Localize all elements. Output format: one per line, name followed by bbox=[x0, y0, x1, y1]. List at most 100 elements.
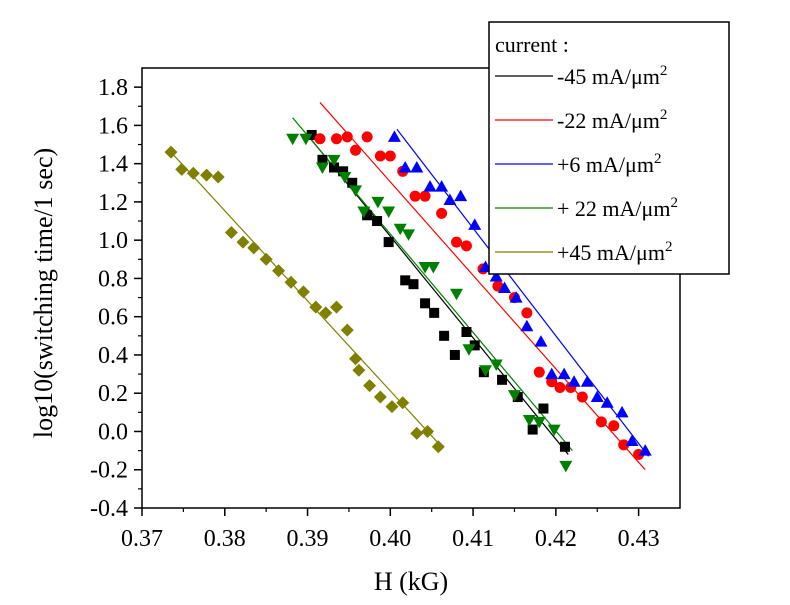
legend: current : -45 mA/μm2 -22 mA/μm2 +6 mA/μm2 +… bbox=[488, 21, 730, 275]
data-point bbox=[299, 133, 313, 146]
data-point bbox=[449, 349, 460, 360]
legend-title: current : bbox=[495, 32, 569, 57]
legend-entry: -22 mA/μm2 bbox=[557, 107, 667, 133]
data-point bbox=[363, 379, 377, 393]
data-point bbox=[347, 177, 358, 188]
data-points bbox=[164, 129, 652, 473]
data-point bbox=[362, 210, 373, 221]
x-tick-label: 0.42 bbox=[535, 526, 577, 552]
data-point bbox=[408, 279, 419, 290]
x-tick-label: 0.41 bbox=[452, 526, 494, 552]
data-point bbox=[384, 150, 396, 162]
data-point bbox=[520, 319, 534, 332]
data-point bbox=[509, 291, 523, 303]
data-point bbox=[236, 235, 250, 249]
data-point bbox=[559, 460, 573, 473]
data-point bbox=[426, 261, 440, 274]
data-point bbox=[329, 162, 340, 173]
x-tick-label: 0.38 bbox=[204, 526, 246, 552]
data-point bbox=[327, 154, 341, 167]
data-point bbox=[410, 160, 424, 173]
data-point bbox=[272, 264, 286, 278]
y-tick-label: -0.4 bbox=[90, 496, 128, 522]
data-point bbox=[373, 390, 387, 404]
data-point bbox=[498, 281, 512, 293]
data-point bbox=[419, 190, 431, 202]
data-point bbox=[421, 424, 435, 438]
data-point bbox=[387, 130, 401, 142]
data-point bbox=[567, 375, 581, 387]
data-point bbox=[286, 133, 300, 146]
data-point bbox=[340, 323, 354, 337]
y-tick-label: 0.8 bbox=[98, 266, 128, 292]
data-point bbox=[580, 375, 594, 387]
data-point bbox=[439, 330, 450, 341]
y-tick-label: -0.2 bbox=[90, 458, 128, 484]
data-point bbox=[450, 288, 464, 301]
data-point bbox=[554, 381, 566, 393]
data-point bbox=[468, 218, 482, 230]
ticks-layer: 0.37 0.38 0.39 0.40 0.41 0.42 0.43 -0.4 -0.2 0.0 0… bbox=[90, 75, 660, 552]
x-tick-label: 0.39 bbox=[287, 526, 329, 552]
fit-line bbox=[170, 151, 443, 448]
data-point bbox=[186, 166, 200, 180]
data-point bbox=[590, 390, 604, 403]
data-point bbox=[330, 300, 344, 314]
fit-line bbox=[319, 102, 646, 471]
data-point bbox=[409, 190, 421, 202]
data-point bbox=[315, 162, 329, 174]
data-point bbox=[309, 300, 323, 314]
x-axis-title: H (kG) bbox=[374, 567, 448, 596]
data-point bbox=[547, 424, 561, 437]
data-point bbox=[478, 365, 492, 377]
legend-entry: +45 mA/μm2 bbox=[557, 239, 672, 265]
y-tick-label: 0.6 bbox=[98, 305, 128, 331]
legend-entry: + 22 mA/μm2 bbox=[557, 195, 678, 221]
data-point bbox=[615, 405, 629, 418]
plot-frame bbox=[141, 67, 681, 509]
data-point bbox=[595, 416, 607, 428]
data-point bbox=[429, 307, 440, 318]
legend-entry: -45 mA/μm2 bbox=[557, 63, 667, 89]
data-point bbox=[559, 441, 570, 452]
data-point bbox=[393, 223, 407, 236]
data-point bbox=[431, 440, 445, 454]
data-point bbox=[400, 275, 411, 286]
data-point bbox=[396, 396, 410, 410]
data-point bbox=[545, 367, 559, 380]
data-point bbox=[211, 170, 225, 184]
data-point bbox=[507, 390, 521, 402]
data-point bbox=[443, 193, 457, 205]
data-point bbox=[618, 439, 630, 451]
y-tick-label: 1.0 bbox=[98, 228, 128, 254]
data-point bbox=[349, 352, 363, 366]
x-tick-label: 0.37 bbox=[121, 526, 163, 552]
data-point bbox=[600, 396, 614, 408]
data-point bbox=[638, 444, 652, 456]
data-point bbox=[532, 416, 546, 429]
data-point bbox=[296, 285, 310, 299]
data-point bbox=[352, 363, 366, 377]
data-point bbox=[200, 168, 214, 182]
data-point bbox=[435, 180, 449, 192]
data-point bbox=[608, 420, 620, 432]
data-point bbox=[527, 424, 538, 435]
data-point bbox=[338, 166, 349, 177]
data-point bbox=[420, 298, 431, 309]
data-point bbox=[489, 270, 503, 282]
y-tick-label: 0.2 bbox=[98, 381, 128, 407]
data-point bbox=[224, 226, 238, 240]
legend-entry: +6 mA/μm2 bbox=[557, 151, 661, 177]
data-point bbox=[317, 154, 328, 165]
data-point bbox=[538, 403, 549, 414]
data-point bbox=[374, 150, 386, 162]
data-point bbox=[350, 144, 362, 156]
data-point bbox=[383, 237, 394, 248]
y-tick-label: 1.2 bbox=[98, 190, 128, 216]
data-point bbox=[423, 180, 437, 192]
y-tick-label: 1.4 bbox=[98, 152, 128, 178]
data-point bbox=[418, 261, 432, 274]
data-point bbox=[557, 367, 571, 380]
data-point bbox=[497, 374, 508, 385]
